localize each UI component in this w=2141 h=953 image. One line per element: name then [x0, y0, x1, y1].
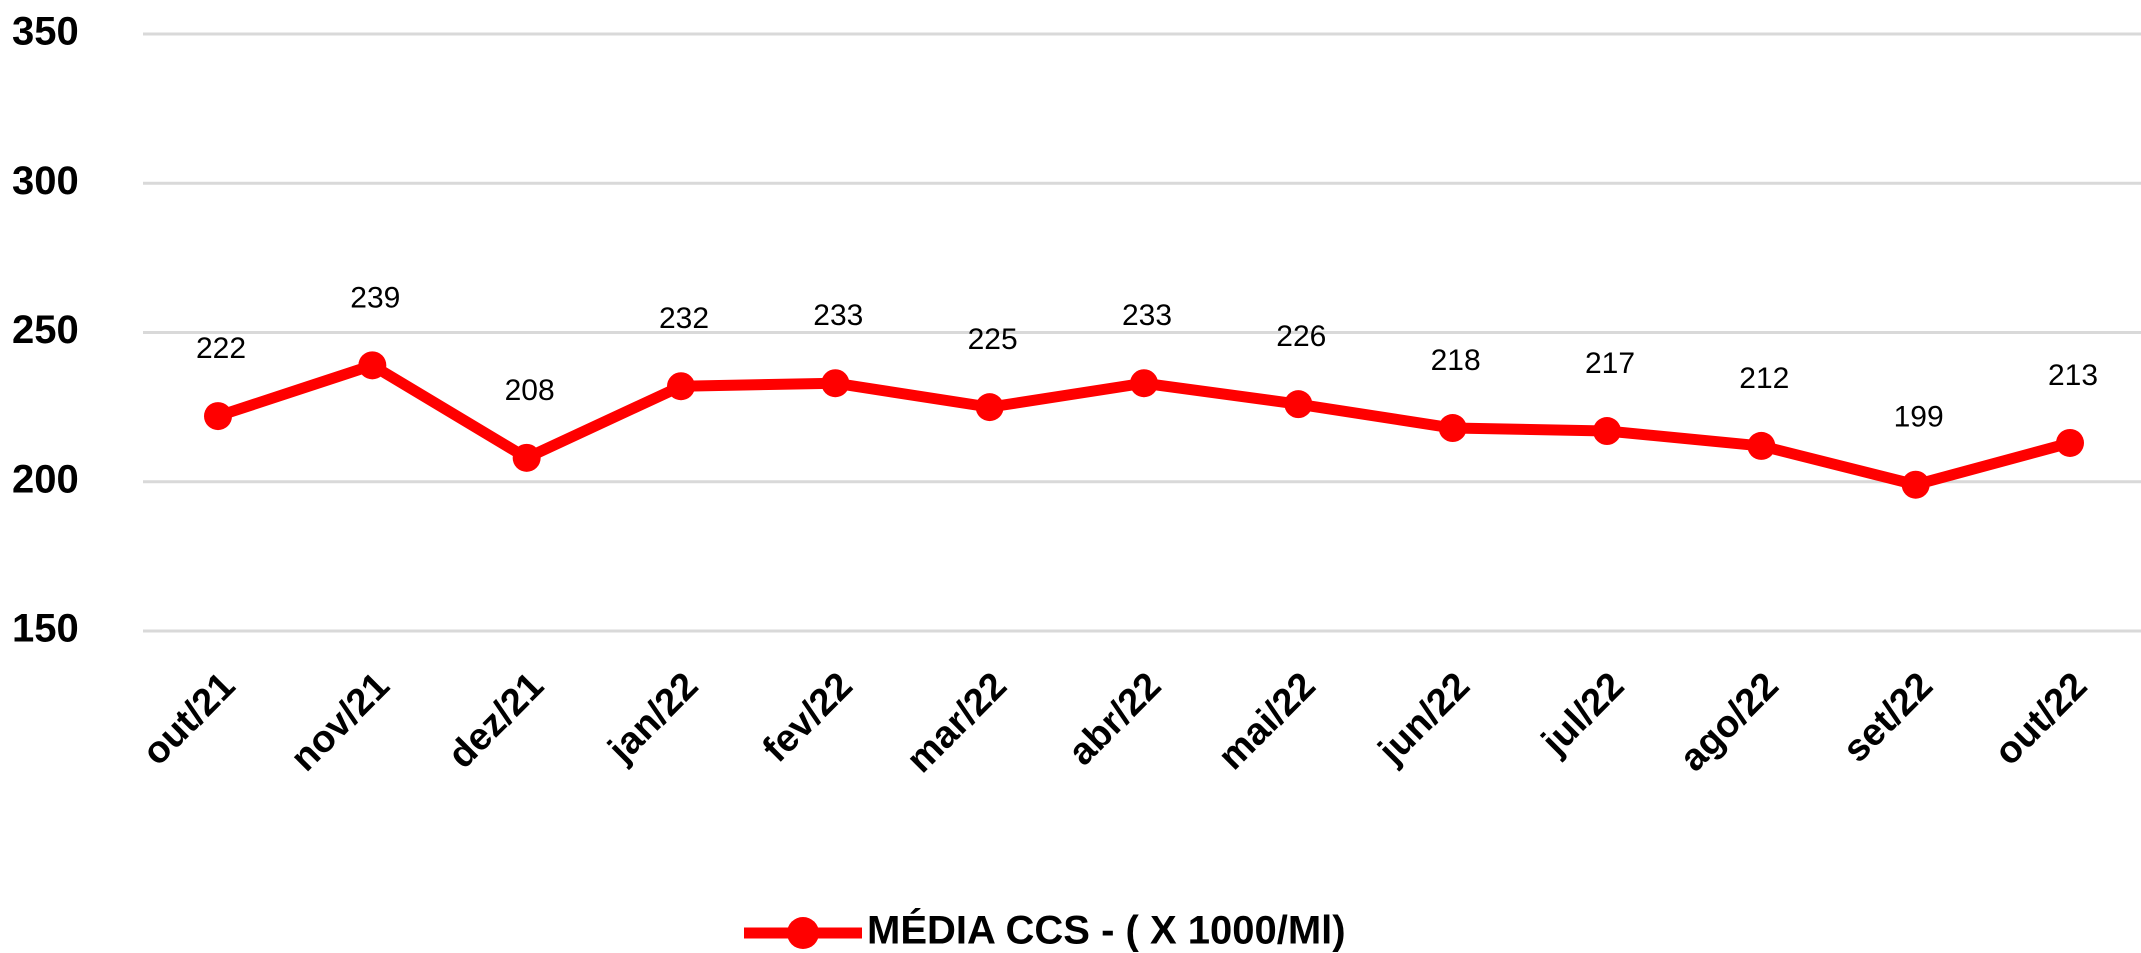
x-tick-label: mar/22: [899, 665, 1015, 781]
marker: [1284, 390, 1313, 419]
legend-marker: [787, 917, 819, 949]
data-label: 217: [1585, 347, 1635, 380]
data-label: 199: [1894, 401, 1944, 434]
data-label: 233: [1122, 299, 1172, 332]
marker: [821, 369, 850, 398]
x-tick-label: abr/22: [1061, 665, 1170, 774]
x-tick-label: jul/22: [1533, 665, 1632, 764]
data-label: 212: [1739, 362, 1789, 395]
data-label: 222: [196, 332, 246, 365]
y-tick-label: 250: [12, 308, 79, 352]
y-tick-label: 150: [12, 607, 79, 651]
data-label: 208: [505, 374, 555, 407]
x-tick-label: out/22: [1987, 665, 2096, 774]
x-tick-label: mai/22: [1210, 665, 1323, 778]
data-label: 233: [813, 299, 863, 332]
x-tick-label: jan/22: [600, 665, 707, 772]
legend-label: MÉDIA CCS - ( X 1000/Ml): [867, 908, 1346, 953]
y-tick-label: 200: [12, 457, 79, 501]
marker: [204, 402, 232, 431]
x-tick-label: out/21: [135, 665, 244, 774]
x-tick-label: ago/22: [1672, 665, 1787, 780]
marker: [1901, 470, 1930, 499]
y-tick-label: 350: [12, 10, 79, 54]
marker: [2056, 428, 2084, 457]
marker: [1438, 414, 1467, 443]
x-tick-label: fev/22: [755, 665, 861, 771]
data-label: 232: [659, 302, 709, 335]
data-label: 226: [1276, 320, 1326, 353]
marker: [1593, 417, 1621, 446]
marker: [1130, 369, 1158, 398]
x-tick-label: set/22: [1835, 665, 1941, 771]
x-tick-label: dez/21: [440, 665, 552, 777]
x-tick-label: nov/21: [283, 665, 398, 780]
marker: [358, 351, 387, 380]
data-label: 239: [350, 281, 400, 314]
x-tick-label: jun/22: [1370, 665, 1478, 773]
marker: [667, 372, 695, 401]
data-label: 218: [1431, 344, 1481, 377]
data-label: 213: [2048, 359, 2098, 392]
y-tick-label: 300: [12, 159, 79, 203]
marker: [975, 393, 1004, 422]
marker: [1747, 431, 1776, 460]
marker: [512, 443, 541, 472]
data-label: 225: [968, 323, 1018, 356]
